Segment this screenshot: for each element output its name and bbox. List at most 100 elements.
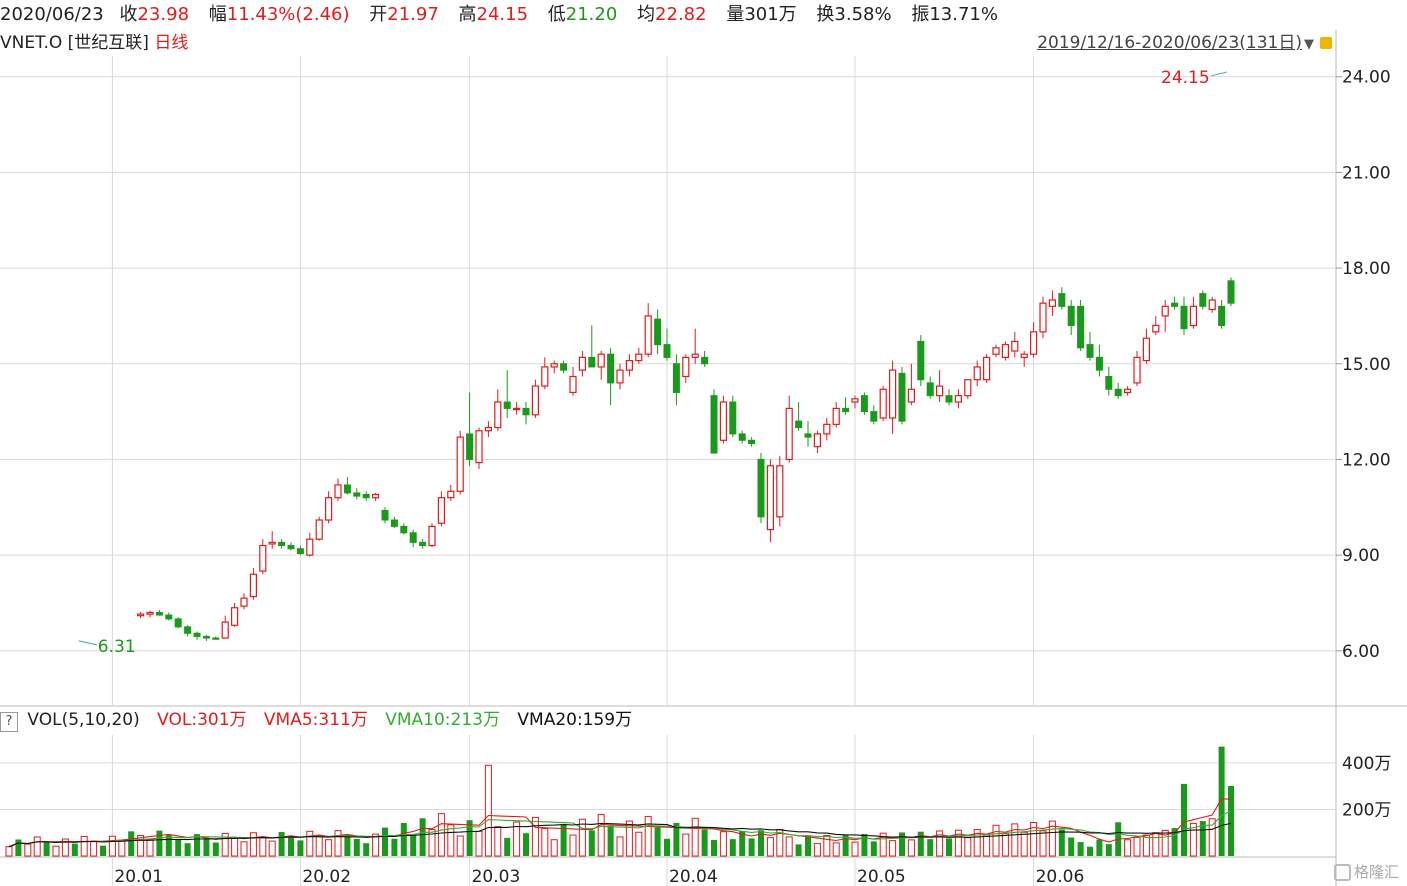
watermark: 格隆汇 — [1333, 861, 1399, 882]
candle-body — [447, 490, 455, 499]
candle-body — [165, 614, 173, 620]
candle-body — [954, 395, 963, 403]
candle-body — [1218, 305, 1226, 326]
candle-body — [503, 401, 511, 409]
vma20-line — [8, 822, 1232, 848]
volume-indicator-name[interactable]: VOL(5,10,20) — [27, 710, 140, 730]
volume-bar — [184, 843, 191, 856]
candle-body — [475, 430, 483, 464]
candle-body — [851, 398, 859, 403]
volume-bar — [795, 844, 802, 856]
turnover-label: 换 — [816, 4, 835, 25]
volume-bar — [1030, 821, 1038, 857]
candle-body — [362, 494, 370, 499]
dropdown-triangle-icon[interactable]: ▼ — [1304, 37, 1314, 52]
volume-bar — [1189, 822, 1197, 857]
volume-bar — [1208, 818, 1216, 857]
candle-body — [390, 519, 398, 527]
volume-bar — [954, 829, 962, 857]
volume-bar — [466, 820, 473, 856]
candle-body — [926, 382, 934, 397]
volume-bar — [165, 834, 172, 856]
date-range-selector[interactable]: 2019/12/16-2020/06/23(131日) ▼ — [1037, 30, 1332, 56]
x-tick-label: 20.05 — [857, 867, 906, 886]
volume-bar — [758, 830, 764, 856]
volume-bar — [382, 827, 388, 856]
volume-bar — [851, 841, 859, 857]
candle-body — [1067, 305, 1075, 326]
candle-body — [691, 353, 699, 358]
period-selector[interactable]: 日线 — [154, 33, 189, 53]
candle-body — [494, 401, 502, 429]
low-annotation-arrow — [78, 640, 97, 646]
candle-body — [597, 353, 605, 368]
candle-body — [992, 347, 1000, 355]
volume-bar — [748, 838, 755, 856]
volume-bar — [1087, 846, 1093, 856]
candle-body — [860, 395, 868, 413]
volume-bar — [607, 825, 614, 856]
volume-bar — [1011, 823, 1019, 857]
high-annotation-arrow — [1210, 71, 1228, 77]
candle-body — [804, 433, 812, 438]
watermark-logo-icon — [1333, 864, 1351, 881]
vol-value: VOL:301万 — [157, 710, 247, 730]
volume-bar — [917, 831, 924, 856]
volume-bar — [118, 839, 126, 857]
volume-bar — [146, 839, 154, 857]
chart-title-bar: VNET.O [世纪互联] 日线 — [0, 30, 188, 56]
volume-bar — [682, 833, 690, 857]
candle-body — [795, 420, 803, 429]
volume-bar — [729, 839, 736, 856]
volume-bar — [203, 838, 210, 856]
candle-body — [343, 484, 351, 494]
close-value: 23.98 — [137, 4, 190, 25]
volume-bar — [578, 818, 586, 857]
lock-icon[interactable] — [1320, 37, 1332, 49]
candle-body — [842, 407, 850, 413]
candle-body — [1077, 305, 1085, 349]
x-tick-label: 20.01 — [114, 867, 163, 886]
candle-body — [419, 541, 427, 547]
volume-bar — [1152, 832, 1160, 857]
price-tick-label: 12.00 — [1342, 450, 1391, 470]
candle-body — [466, 433, 474, 460]
x-tick-label: 20.03 — [472, 867, 521, 886]
volume-bar — [1001, 833, 1009, 857]
candle-body — [381, 509, 389, 521]
amplitude-value: 13.71% — [929, 4, 998, 25]
help-icon[interactable]: ? — [0, 712, 18, 732]
volume-bar — [889, 840, 897, 857]
volume-bar — [541, 828, 549, 857]
volume-bar — [437, 813, 445, 857]
volume-bar — [1068, 837, 1075, 856]
candle-body — [409, 532, 417, 543]
amplitude-label: 振 — [911, 4, 930, 25]
candle-body — [1171, 302, 1179, 307]
change-label: 幅 — [208, 4, 227, 25]
volume-bar — [194, 834, 200, 856]
volume-bar — [673, 822, 680, 856]
volume-bar — [108, 835, 116, 857]
volume-bar — [1181, 783, 1187, 856]
volume-value: 301万 — [744, 4, 797, 25]
candle-body — [1123, 388, 1132, 394]
volume-bar — [1105, 844, 1112, 856]
volume-bar — [1171, 828, 1178, 856]
volume-bar — [644, 815, 652, 857]
volume-bar — [288, 836, 294, 856]
low-value: 21.20 — [565, 4, 618, 25]
candle-body — [1048, 299, 1057, 307]
volume-bar — [719, 831, 727, 857]
candle-body — [1189, 305, 1198, 327]
candle-body — [879, 388, 887, 419]
candle-body — [1020, 353, 1028, 358]
candle-body — [212, 637, 220, 640]
candle-body — [1208, 299, 1216, 311]
volume-bar — [1199, 821, 1206, 856]
price-tick-label: 21.00 — [1342, 163, 1391, 183]
volume-bar — [870, 841, 877, 856]
candle-body — [550, 363, 558, 368]
volume-bar — [597, 814, 605, 857]
